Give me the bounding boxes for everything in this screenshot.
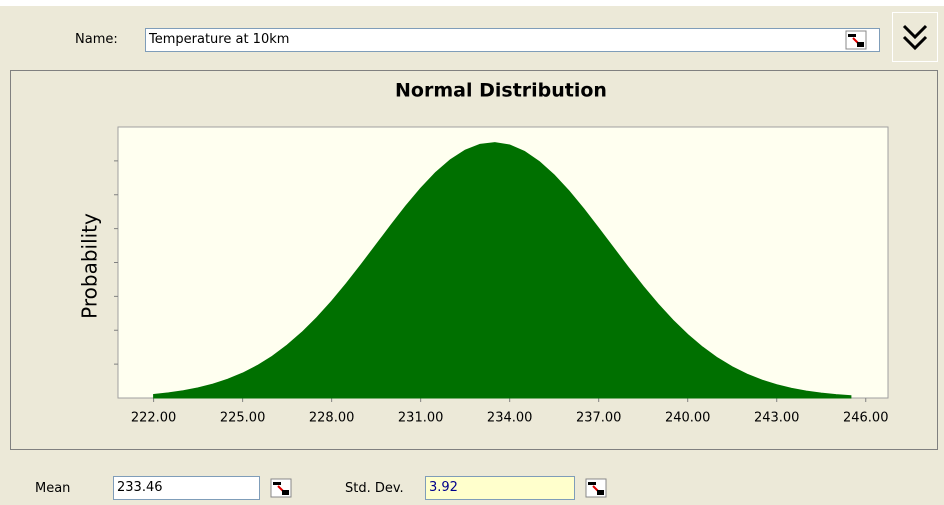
collapse-button[interactable] [892, 12, 938, 62]
mean-label: Mean [35, 481, 71, 496]
std-link-button[interactable] [585, 478, 607, 498]
x-tick-label: 222.00 [131, 411, 177, 426]
y-axis-label: Probability [78, 213, 102, 319]
chart: Normal Distribution Probability 222.00 22… [78, 80, 889, 426]
x-tick-label: 243.00 [754, 411, 800, 426]
name-input[interactable]: Temperature at 10km [145, 28, 880, 52]
x-tick-label: 237.00 [576, 411, 622, 426]
x-tick-label: 246.00 [843, 411, 889, 426]
x-tick-label: 228.00 [309, 411, 355, 426]
name-link-button[interactable] [845, 30, 867, 50]
mean-input[interactable]: 233.46 [113, 476, 260, 500]
chart-panel: Normal Distribution Probability 222.00 22… [10, 70, 938, 450]
std-input[interactable]: 3.92 [425, 476, 575, 500]
x-tick-label: 225.00 [220, 411, 266, 426]
distribution-area [153, 142, 852, 399]
x-tick-label: 240.00 [665, 411, 711, 426]
top-edge [0, 0, 944, 6]
name-label: Name: [75, 32, 118, 47]
x-tick-label: 231.00 [398, 411, 444, 426]
x-tick-label: 234.00 [487, 411, 533, 426]
mean-link-button[interactable] [270, 478, 292, 498]
std-label: Std. Dev. [345, 481, 404, 496]
chart-title: Normal Distribution [395, 80, 607, 102]
